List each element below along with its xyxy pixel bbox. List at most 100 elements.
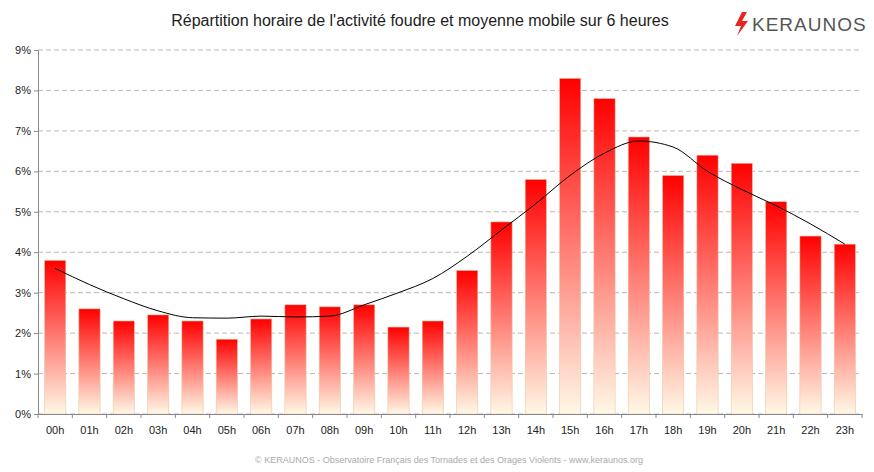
- tick: 16h: [595, 424, 613, 436]
- tick-mark: [34, 414, 38, 415]
- tick-label: 14h: [527, 424, 545, 436]
- separator: [518, 414, 519, 418]
- tick-label: 03h: [149, 424, 167, 436]
- separator: [72, 414, 73, 418]
- separator: [347, 414, 348, 418]
- tick-label: 20h: [733, 424, 751, 436]
- tick-label: 11h: [424, 424, 442, 436]
- bar: [594, 99, 615, 414]
- separator: [312, 414, 313, 418]
- bar: [491, 222, 512, 414]
- separator: [862, 414, 863, 418]
- tick-label: 15h: [561, 424, 579, 436]
- tick: 08h: [321, 424, 339, 436]
- tick-mark: [34, 293, 38, 294]
- tick-label: 09h: [355, 424, 373, 436]
- tick: 1%: [15, 368, 38, 380]
- separator: [793, 414, 794, 418]
- separator: [106, 414, 107, 418]
- tick-label: 23h: [836, 424, 854, 436]
- tick: 07h: [286, 424, 304, 436]
- bar: [388, 327, 409, 414]
- tick: 9%: [15, 44, 38, 56]
- chart: 0%1%2%3%4%5%6%7%8%9%00h01h02h03h04h05h06…: [0, 0, 874, 472]
- separator: [484, 414, 485, 418]
- bar: [731, 163, 752, 414]
- tick: 03h: [149, 424, 167, 436]
- title: Répartition horaire de l'activité foudre…: [171, 12, 669, 29]
- tick: 3%: [15, 287, 38, 299]
- separator: [244, 414, 245, 418]
- moving-average-line: [55, 141, 845, 318]
- plot-area: 0%1%2%3%4%5%6%7%8%9%00h01h02h03h04h05h06…: [15, 44, 862, 435]
- tick: 14h: [527, 424, 545, 436]
- tick: 7%: [15, 125, 38, 137]
- source: © KERAUNOS - Observatoire Français des T…: [255, 455, 643, 465]
- bar: [79, 309, 100, 414]
- separator: [38, 414, 39, 418]
- tick-label: 05h: [218, 424, 236, 436]
- tick: 6%: [15, 165, 38, 177]
- tick-mark: [34, 90, 38, 91]
- tick-label: 06h: [252, 424, 270, 436]
- tick: 22h: [801, 424, 819, 436]
- separator: [278, 414, 279, 418]
- logo-icon: [735, 12, 748, 36]
- bar: [560, 78, 581, 414]
- tick: 4%: [15, 246, 38, 258]
- tick-mark: [34, 374, 38, 375]
- tick-mark: [34, 252, 38, 253]
- tick-label: 18h: [664, 424, 682, 436]
- tick-label: 12h: [458, 424, 476, 436]
- tick-label: 16h: [595, 424, 613, 436]
- tick-label: 22h: [801, 424, 819, 436]
- tick-label: 02h: [115, 424, 133, 436]
- grid-line: [38, 50, 862, 51]
- bar: [628, 137, 649, 414]
- tick-label: 07h: [286, 424, 304, 436]
- tick-mark: [34, 333, 38, 334]
- separator: [450, 414, 451, 418]
- grid-line: [38, 130, 862, 131]
- tick: 13h: [492, 424, 510, 436]
- separator: [724, 414, 725, 418]
- tick: 10h: [389, 424, 407, 436]
- tick: 8%: [15, 84, 38, 96]
- tick-label: 1%: [15, 368, 31, 380]
- separator: [656, 414, 657, 418]
- tick: 19h: [698, 424, 716, 436]
- tick: 18h: [664, 424, 682, 436]
- bar: [216, 339, 237, 414]
- bar: [525, 179, 546, 414]
- tick: 12h: [458, 424, 476, 436]
- tick: 15h: [561, 424, 579, 436]
- separator: [175, 414, 176, 418]
- tick-label: 8%: [15, 84, 31, 96]
- tick: 20h: [733, 424, 751, 436]
- bar: [285, 305, 306, 414]
- tick: 06h: [252, 424, 270, 436]
- separator: [381, 414, 382, 418]
- bar: [457, 270, 478, 414]
- tick-label: 10h: [389, 424, 407, 436]
- tick-label: 13h: [492, 424, 510, 436]
- bar: [766, 202, 787, 414]
- y-axis: 0%1%2%3%4%5%6%7%8%9%: [15, 44, 38, 420]
- tick-label: 00h: [46, 424, 64, 436]
- axis-line: [34, 51, 39, 415]
- tick-label: 2%: [15, 327, 31, 339]
- tick: 2%: [15, 327, 38, 339]
- tick: 00h: [46, 424, 64, 436]
- tick-label: 6%: [15, 165, 31, 177]
- separator: [827, 414, 828, 418]
- tick-mark: [34, 212, 38, 213]
- tick-label: 9%: [15, 44, 31, 56]
- tick-label: 01h: [80, 424, 98, 436]
- tick: 02h: [115, 424, 133, 436]
- tick: 21h: [767, 424, 785, 436]
- tick: 05h: [218, 424, 236, 436]
- tick-label: 4%: [15, 246, 31, 258]
- x-separators: [38, 414, 862, 418]
- tick: 04h: [183, 424, 201, 436]
- bar: [354, 305, 375, 414]
